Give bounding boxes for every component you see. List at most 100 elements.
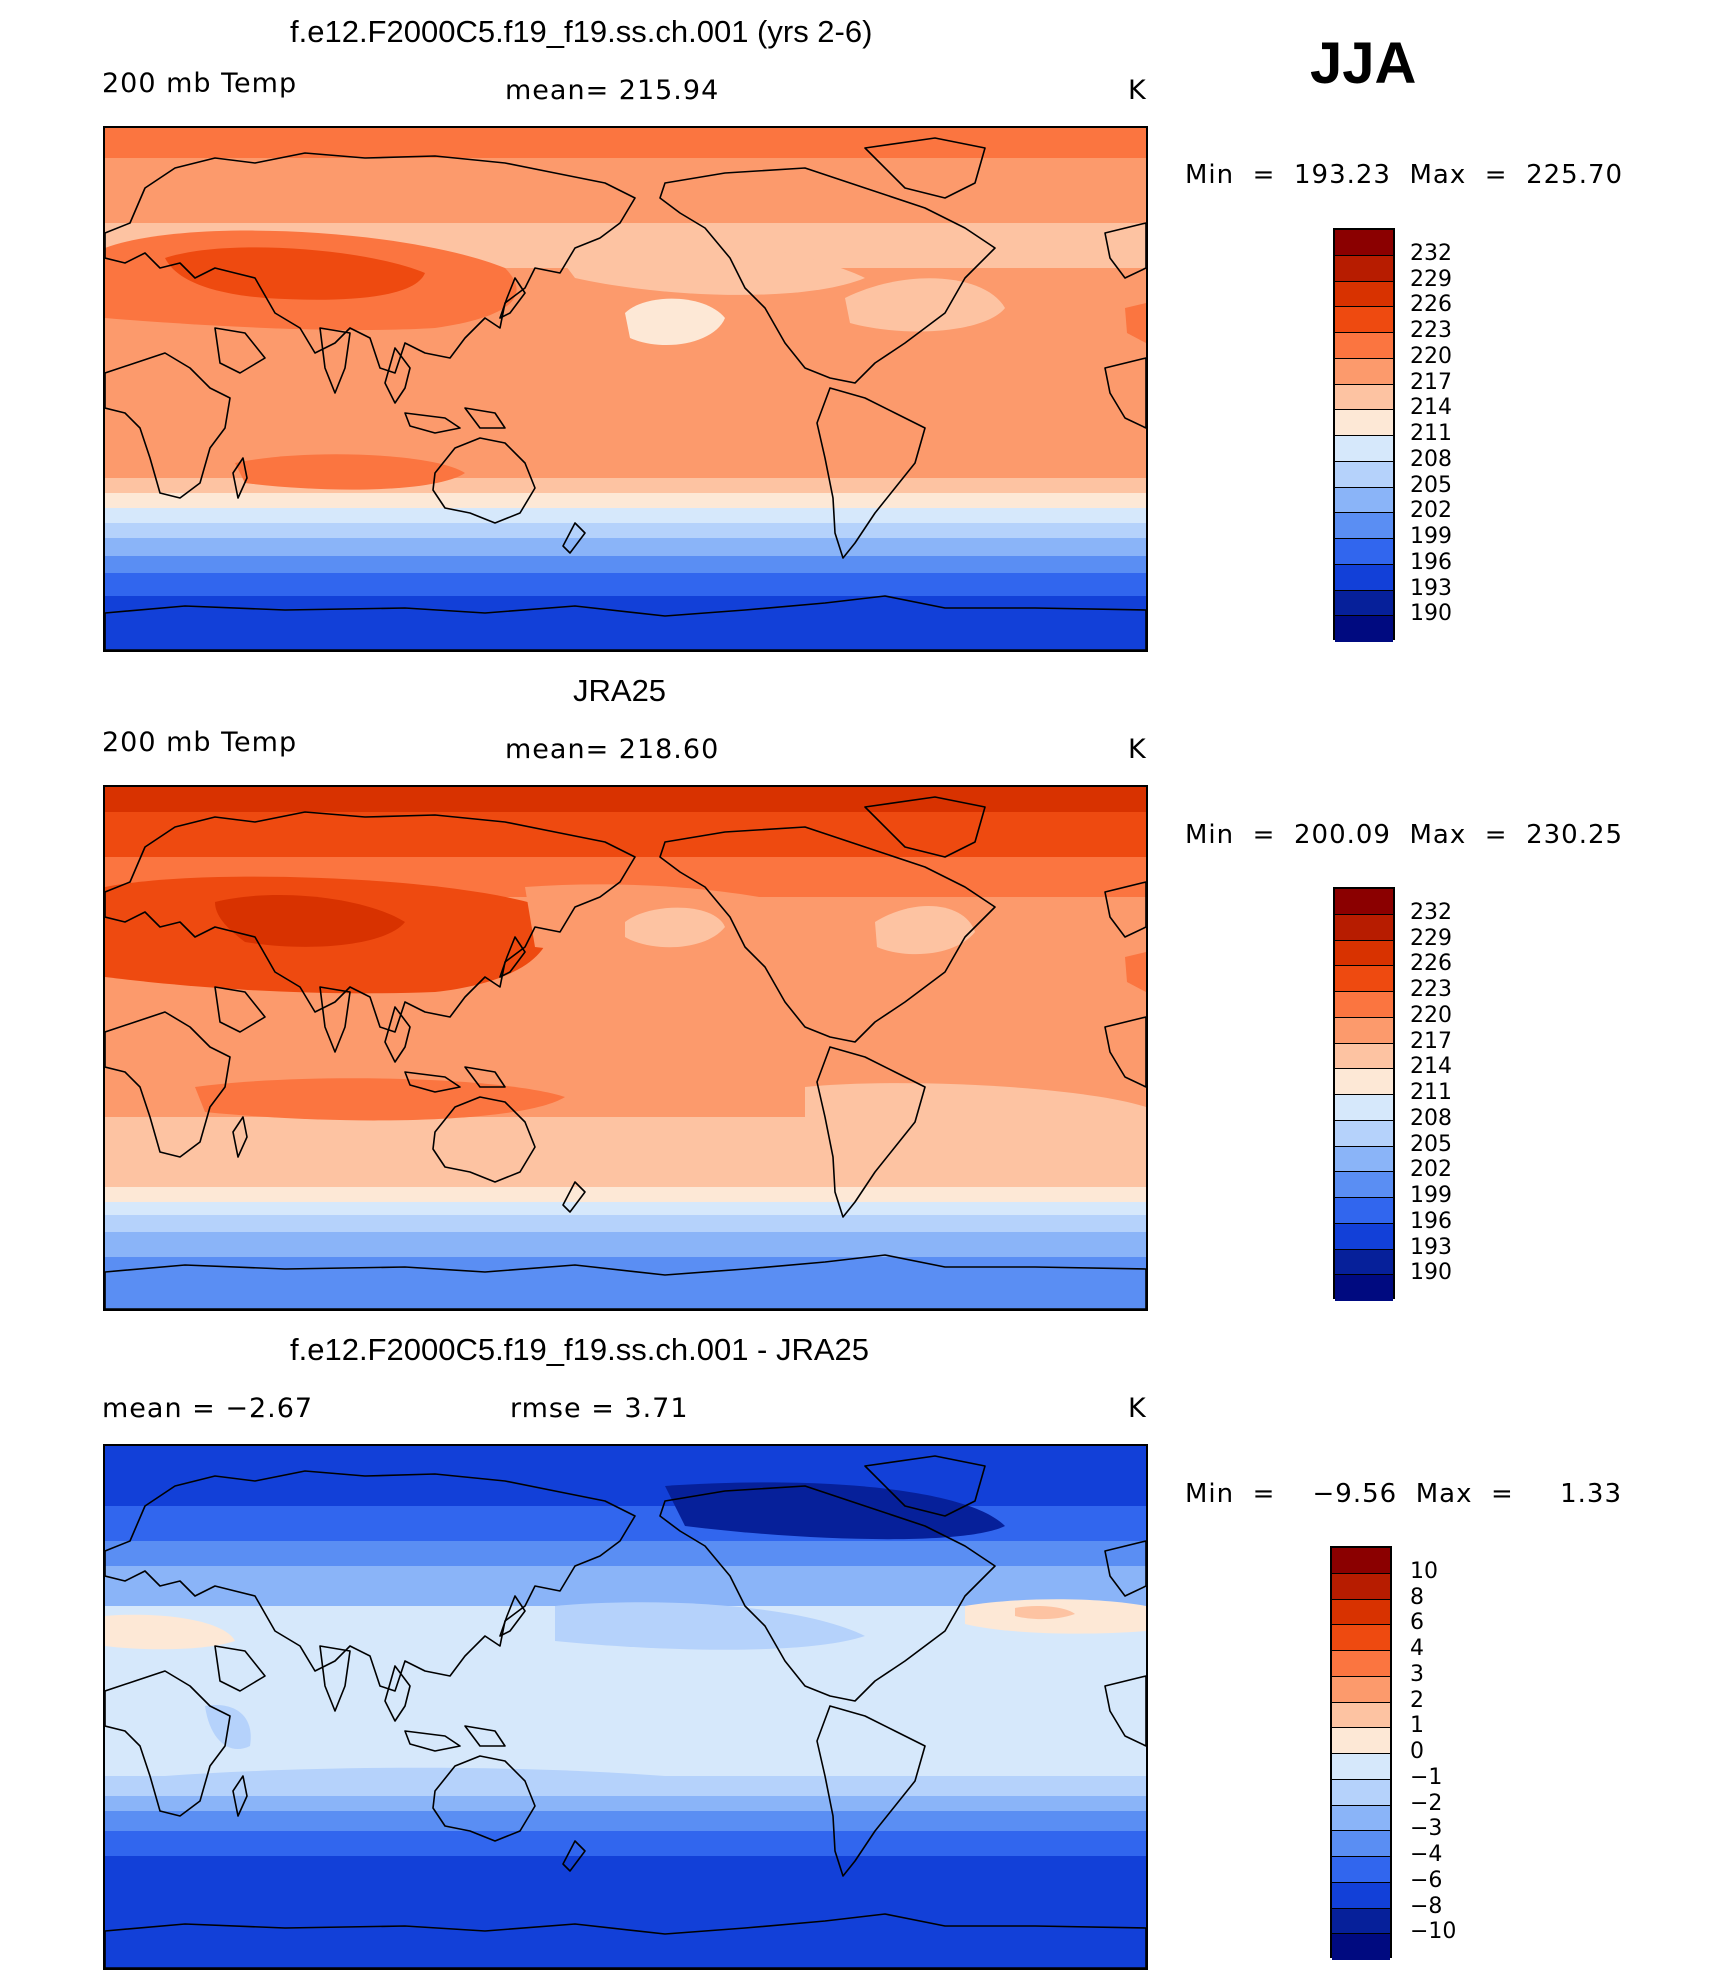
colorbar-tick-label: 229	[1410, 925, 1452, 951]
panel-3-title: f.e12.F2000C5.f19_f19.ss.ch.001 - JRA25	[290, 1332, 870, 1367]
contour-band	[105, 1232, 1146, 1258]
coastline	[1104, 881, 1146, 938]
contour-region	[1125, 303, 1146, 343]
panel-3-map	[103, 1444, 1148, 1970]
colorbar-swatch	[1335, 255, 1393, 282]
contour-region	[875, 905, 975, 955]
coastline	[499, 277, 526, 319]
colorbar-swatch	[1335, 914, 1393, 941]
panel-1-colorbar	[1333, 228, 1395, 642]
colorbar-swatch	[1335, 940, 1393, 967]
contour-band	[105, 1796, 1146, 1812]
coastline	[384, 347, 411, 404]
colorbar-tick-label: 223	[1410, 318, 1452, 343]
coastline	[214, 1645, 266, 1692]
coastline	[816, 1046, 926, 1218]
colorbar-swatch	[1335, 513, 1393, 539]
contour-band	[105, 596, 1146, 650]
colorbar-tick-label: 193	[1410, 1234, 1452, 1260]
colorbar-tick-label: 232	[1410, 899, 1452, 925]
contour-band	[105, 1856, 1146, 1968]
contour-band	[105, 523, 1146, 539]
panel-1-units: K	[1128, 75, 1147, 106]
colorbar-swatch	[1335, 281, 1393, 308]
colorbar-tick-label: 196	[1410, 549, 1452, 575]
colorbar-swatch	[1335, 410, 1393, 436]
colorbar-swatch	[1332, 1805, 1390, 1832]
colorbar-swatch	[1335, 1223, 1393, 1250]
contour-band	[105, 538, 1146, 557]
colorbar-tick-label: −1	[1410, 1764, 1443, 1790]
contour-band	[105, 508, 1146, 524]
contour-region	[215, 894, 405, 947]
coastline	[864, 137, 986, 199]
coastline	[659, 826, 996, 1043]
colorbar-swatch	[1332, 1599, 1390, 1626]
coastline	[562, 522, 586, 554]
colorbar-tick-label: 190	[1410, 601, 1452, 627]
coastline	[105, 1011, 231, 1158]
panel-2-units: K	[1128, 734, 1147, 765]
contour-band	[105, 1811, 1146, 1832]
coastline	[319, 986, 351, 1053]
colorbar-swatch	[1332, 1676, 1390, 1703]
colorbar-tick-label: 211	[1410, 1080, 1452, 1105]
coastline	[659, 1485, 996, 1702]
colorbar-swatch	[1332, 1573, 1390, 1600]
contour-region	[235, 454, 465, 490]
contour-region	[1125, 952, 1146, 992]
contour-band	[105, 1541, 1146, 1567]
coastline	[1104, 357, 1146, 429]
colorbar-swatch	[1335, 333, 1393, 359]
colorbar-tick-label: 10	[1410, 1558, 1438, 1584]
contour-region	[625, 298, 725, 346]
coastline	[214, 327, 266, 374]
coastline	[432, 1755, 536, 1842]
contour-band	[105, 812, 1146, 858]
colorbar-tick-label: 3	[1410, 1661, 1424, 1687]
map-svg	[105, 1446, 1146, 1968]
coastline	[214, 986, 266, 1033]
colorbar-swatch	[1332, 1625, 1390, 1651]
contour-band	[105, 556, 1146, 574]
panel-1-title: f.e12.F2000C5.f19_f19.ss.ch.001 (yrs 2-6…	[290, 14, 873, 49]
colorbar-swatch	[1335, 1275, 1393, 1301]
contour-region	[625, 907, 725, 948]
contour-band	[105, 1566, 1146, 1607]
colorbar-swatch	[1335, 436, 1393, 462]
contour-band	[105, 493, 1146, 509]
colorbar-swatch	[1335, 1172, 1393, 1198]
colorbar-tick-label: 4	[1410, 1636, 1424, 1661]
coastline	[659, 167, 996, 384]
contour-band	[105, 1202, 1146, 1216]
colorbar-tick-label: 202	[1410, 498, 1452, 524]
colorbar-tick-label: 223	[1410, 977, 1452, 1002]
contour-region	[1015, 1606, 1075, 1620]
colorbar-swatch	[1335, 487, 1393, 514]
coastline	[499, 1595, 526, 1637]
colorbar-tick-label: 217	[1410, 1028, 1452, 1054]
colorbar-swatch	[1335, 539, 1393, 565]
panel-3-rmse: rmse = 3.71	[510, 1393, 689, 1424]
contour-band	[105, 1446, 1146, 1507]
colorbar-swatch	[1335, 1249, 1393, 1276]
contour-region	[845, 278, 1005, 332]
contour-band	[105, 1215, 1146, 1233]
colorbar-swatch	[1335, 992, 1393, 1018]
coastline	[384, 1006, 411, 1063]
coastline	[562, 1181, 586, 1213]
panel-1-left-label: 200 mb Temp	[102, 68, 298, 99]
colorbar-swatch	[1332, 1702, 1390, 1729]
colorbar-swatch	[1332, 1908, 1390, 1935]
colorbar-swatch	[1335, 966, 1393, 992]
panel-3-colorbar	[1330, 1546, 1392, 1960]
colorbar-swatch	[1335, 384, 1393, 411]
panel-3-mean: mean = −2.67	[102, 1393, 314, 1424]
coastline	[105, 1913, 1146, 1968]
panel-2-colorbar	[1333, 887, 1395, 1301]
panel-1-map	[103, 126, 1148, 652]
colorbar-tick-label: 2	[1410, 1687, 1424, 1713]
coastline	[432, 437, 536, 524]
season-label: JJA	[1310, 31, 1417, 96]
colorbar-swatch	[1335, 1095, 1393, 1121]
